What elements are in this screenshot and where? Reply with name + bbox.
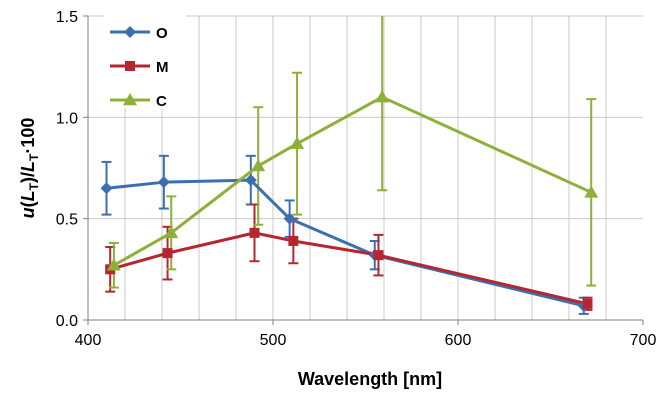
y-axis-title-tail: ·100 (18, 118, 38, 154)
axes (83, 15, 644, 325)
legend-o-marker (124, 26, 136, 38)
x-tick-label: 500 (260, 332, 287, 349)
x-tick-label: 700 (630, 332, 657, 349)
y-axis-title-mid: )/ (18, 172, 38, 183)
series-c-point (106, 258, 121, 271)
series-m-point (249, 227, 260, 238)
series-lines (106, 95, 592, 308)
x-tick-label: 400 (75, 332, 102, 349)
y-axis-title-u: u (18, 207, 38, 218)
y-tick-label: 0.5 (56, 212, 78, 229)
y-axis-title-L2: L (18, 161, 38, 172)
y-tick-label: 1.5 (56, 9, 78, 26)
series-m-line (109, 231, 588, 306)
series-c-point (584, 185, 599, 198)
legend: OMC (110, 25, 169, 110)
series-m-point (373, 250, 384, 261)
series-o-point (283, 212, 296, 225)
series-m-point (162, 248, 173, 259)
series-c-point (251, 158, 266, 172)
y-axis-title-open: ( (18, 201, 38, 207)
series-m-point (288, 235, 299, 246)
series-c-point (375, 90, 390, 103)
legend-c-marker (123, 93, 137, 106)
legend-o-label: O (156, 25, 168, 42)
gridlines (88, 15, 643, 320)
y-axis-title-sub1: T (27, 182, 41, 190)
x-axis-title: Wavelength [nm] (298, 369, 442, 389)
y-axis-title-L1: L (18, 190, 38, 201)
legend-c-label: C (156, 93, 167, 110)
legend-m-marker (125, 61, 135, 71)
legend-m-label: M (156, 59, 169, 76)
series-o-point (157, 176, 170, 189)
series-o-point (100, 182, 113, 195)
series-c-point (164, 225, 179, 239)
series-c-point (290, 136, 305, 149)
legend-background (104, 14, 186, 108)
series-m-point (582, 298, 593, 309)
series-c-line (113, 95, 592, 267)
series-o-point (244, 174, 257, 187)
y-tick-label: 0.0 (56, 313, 78, 330)
x-tick-label: 600 (445, 332, 472, 349)
y-tick-label: 1.0 (56, 110, 78, 127)
y-axis-title: u(LT)/LT·100 (18, 118, 41, 219)
tick-labels: 400 500 600 700 0.0 0.5 1.0 1.5 (56, 9, 657, 349)
series-markers (100, 90, 599, 312)
y-axis-title-sub2: T (27, 153, 41, 161)
